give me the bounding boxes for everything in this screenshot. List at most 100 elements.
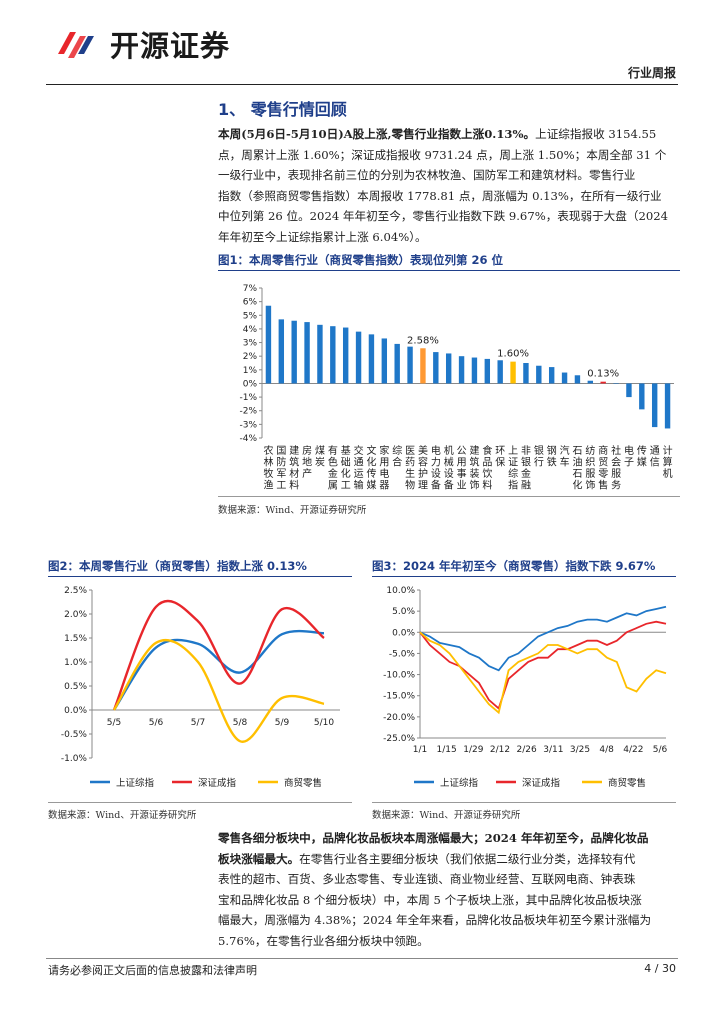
y-tick-label: 3% [243, 339, 258, 349]
category-label: 国 [276, 445, 286, 457]
svg-text:合: 合 [392, 456, 402, 469]
svg-text:装: 装 [469, 467, 479, 480]
y-tick-label: 1.5% [64, 634, 87, 644]
svg-text:综: 综 [508, 467, 518, 480]
company-logo: 开源证券 [52, 20, 230, 68]
svg-text:械: 械 [444, 456, 454, 469]
y-tick-label: -20.0% [383, 713, 415, 723]
report-type: 行业周报 [627, 66, 676, 80]
bar-文化传媒 [368, 334, 375, 384]
svg-text:贸: 贸 [598, 457, 608, 469]
fig3-bottom-rule [372, 802, 676, 803]
category-label: 银 [534, 444, 544, 457]
svg-text:会: 会 [611, 456, 621, 469]
category-label: 石 [572, 446, 582, 457]
x-tick-label: 5/6 [653, 745, 668, 755]
svg-text:产: 产 [302, 467, 312, 480]
svg-text:设: 设 [431, 468, 441, 480]
bar-医药生物 [407, 346, 413, 384]
y-tick-label: 5% [243, 311, 258, 321]
svg-text:生: 生 [405, 467, 415, 480]
x-tick-label: 5/5 [107, 718, 121, 728]
svg-text:物: 物 [405, 479, 415, 492]
header-divider [46, 84, 678, 85]
x-tick-label: 2/26 [517, 745, 537, 755]
svg-text:防: 防 [276, 456, 286, 469]
svg-text:渔: 渔 [263, 480, 273, 492]
svg-text:设: 设 [444, 468, 454, 480]
legend-label: 深证成指 [198, 777, 237, 789]
svg-text:材: 材 [289, 467, 299, 480]
svg-text:证: 证 [508, 457, 518, 469]
category-label: 计 [663, 444, 673, 457]
para1-line-6: 年年初至今上证综指累计上涨 6.04%）。 [218, 229, 427, 244]
category-label: 建 [289, 444, 299, 457]
svg-text:媒: 媒 [637, 457, 647, 469]
svg-text:属: 属 [328, 480, 338, 492]
svg-text:地: 地 [302, 456, 312, 469]
svg-text:础: 础 [341, 457, 351, 469]
svg-text:媒: 媒 [366, 480, 376, 492]
para2-line-6: 5.76%，在零售行业各细分板块中领跑。 [218, 933, 429, 948]
bar-机械设备 [445, 353, 452, 384]
svg-text:电: 电 [379, 467, 389, 480]
svg-text:饰: 饰 [469, 479, 479, 492]
bar-电力设备 [433, 352, 439, 384]
svg-text:输: 输 [354, 479, 364, 492]
bar-房地产 [304, 322, 310, 384]
y-tick-label: 2.0% [64, 610, 87, 620]
svg-text:零: 零 [598, 468, 608, 480]
bar-基础化工 [342, 327, 349, 384]
x-tick-label: 5/7 [191, 718, 205, 728]
bar-计算机 [664, 383, 671, 429]
category-label: 基 [341, 444, 351, 457]
para1-line-5: 中位列第 26 位。2024 年年初至今，零售行业指数下跌 9.67%，表现弱于… [218, 209, 668, 223]
y-tick-label: -0.5% [61, 730, 88, 740]
fig3-line-chart: 10.0% 5.0% 0.0% -5.0% -10.0% -15.0% -20.0% -25.… [383, 586, 668, 789]
bar-石油石化 [574, 375, 581, 384]
fig1-bottom-rule [218, 496, 680, 497]
fig2-line-chart: 2.5% 2.0% 1.5% 1.0% 0.5% 0.0% -0.5% -1.0% 5/5 5/6… [61, 586, 340, 789]
bar-社会服务 [613, 383, 619, 384]
svg-text:筑: 筑 [289, 456, 299, 469]
footer-divider [46, 958, 678, 959]
category-label: 美 [418, 444, 428, 457]
fig1-source: 数据来源：Wind、开源证券研究所 [218, 505, 367, 516]
bar-食品饮料 [484, 358, 491, 384]
fig3-title: 图3：2024 年年初至今（商贸零售）指数下跌 9.67% [372, 559, 656, 573]
svg-text:护: 护 [418, 467, 428, 480]
svg-text:容: 容 [418, 456, 428, 469]
series-line-上证综指 [419, 605, 667, 672]
svg-text:料: 料 [289, 479, 299, 492]
fig2-title-rule [48, 576, 352, 577]
category-label: 交 [354, 444, 364, 457]
legend-label: 商贸零售 [284, 777, 322, 789]
svg-text:算: 算 [663, 456, 673, 469]
para2-line-2: 板块涨幅最大。在零售行业各主要细分板块（我们依据二级行业分类，选择较有代 [218, 851, 636, 866]
svg-text:车: 车 [560, 456, 570, 469]
y-tick-label: 2.5% [64, 586, 87, 596]
page-number: 4 / 30 [644, 962, 676, 975]
y-tick-label: 1% [243, 366, 258, 376]
bar-国防军工 [278, 319, 285, 384]
y-tick-label: -3% [239, 420, 257, 430]
bar-汽车 [561, 372, 568, 384]
y-tick-label: -1.0% [61, 754, 88, 764]
x-tick-label: 3/11 [543, 745, 563, 755]
bar-公用事业 [458, 356, 465, 384]
bar-煤炭 [317, 324, 323, 384]
y-tick-label: 5.0% [392, 607, 415, 617]
category-label: 建 [469, 444, 479, 457]
category-label: 房 [302, 444, 312, 457]
svg-text:指: 指 [508, 479, 518, 492]
svg-text:料: 料 [482, 479, 492, 492]
svg-text:用: 用 [379, 458, 389, 469]
svg-text:药: 药 [405, 457, 415, 469]
svg-text:事: 事 [457, 467, 467, 480]
category-label: 钢 [547, 444, 557, 457]
y-tick-label: -25.0% [383, 734, 415, 744]
svg-text:军: 军 [276, 468, 286, 480]
svg-text:铁: 铁 [547, 456, 557, 469]
svg-text:力: 力 [431, 456, 441, 469]
category-label: 家 [379, 444, 389, 457]
